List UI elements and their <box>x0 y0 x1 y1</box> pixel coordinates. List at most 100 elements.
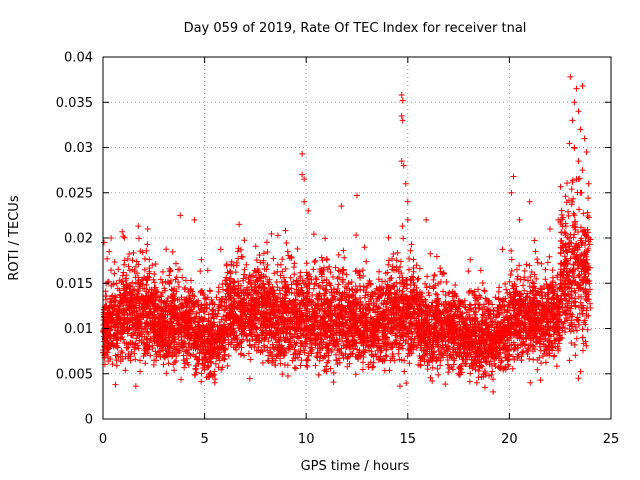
data-point <box>114 311 121 318</box>
data-point <box>171 303 178 310</box>
data-point <box>145 289 152 296</box>
data-point <box>137 368 144 375</box>
data-point <box>126 325 133 332</box>
data-point <box>159 289 166 296</box>
data-point <box>169 248 176 255</box>
data-point <box>124 330 131 337</box>
data-point <box>140 353 147 360</box>
data-point <box>122 291 129 298</box>
data-point <box>130 249 137 256</box>
data-point <box>175 331 182 338</box>
data-point <box>170 345 177 352</box>
data-point <box>151 327 158 334</box>
data-point <box>132 340 139 347</box>
data-point <box>119 278 126 285</box>
data-point <box>112 381 119 388</box>
data-point <box>139 313 146 320</box>
data-point <box>171 327 178 334</box>
data-point <box>179 300 186 307</box>
data-point <box>177 301 184 308</box>
data-point <box>105 305 112 312</box>
data-point <box>180 309 187 316</box>
data-point <box>142 360 149 367</box>
data-point <box>178 323 185 330</box>
data-point <box>134 297 141 304</box>
data-point <box>133 258 140 265</box>
data-point <box>151 270 158 277</box>
data-point <box>143 247 150 254</box>
data-point <box>131 329 138 336</box>
data-point <box>123 344 130 351</box>
data-point <box>172 260 179 267</box>
data-point <box>166 318 173 325</box>
data-point <box>159 335 166 342</box>
data-point <box>112 297 119 304</box>
data-point <box>163 246 170 253</box>
data-point <box>135 345 142 352</box>
data-point <box>129 322 136 329</box>
data-point <box>158 293 165 300</box>
data-point <box>132 274 139 281</box>
data-point <box>165 360 172 367</box>
data-point <box>155 304 162 311</box>
data-point <box>172 313 179 320</box>
data-point <box>167 341 174 348</box>
data-point <box>138 325 145 332</box>
data-point <box>107 335 114 342</box>
data-point <box>181 364 188 371</box>
data-point <box>146 256 153 263</box>
data-point <box>162 342 169 349</box>
data-point <box>168 286 175 293</box>
data-point <box>120 298 127 305</box>
data-point <box>178 376 185 383</box>
data-point <box>175 283 182 290</box>
data-point <box>129 257 136 264</box>
data-point <box>186 304 193 311</box>
data-point <box>131 308 138 315</box>
data-point <box>164 278 171 285</box>
data-point <box>151 279 158 286</box>
data-point <box>182 360 189 367</box>
data-point <box>140 339 147 346</box>
data-point <box>135 261 142 268</box>
data-point <box>151 308 158 315</box>
data-point <box>141 266 148 273</box>
data-point <box>135 223 142 230</box>
data-point <box>167 311 174 318</box>
data-point <box>146 343 153 350</box>
data-point <box>133 302 140 309</box>
data-point <box>104 255 111 262</box>
data-point <box>123 281 130 288</box>
data-point <box>189 292 196 299</box>
data-point <box>159 329 166 336</box>
data-point <box>144 336 151 343</box>
data-point <box>151 318 158 325</box>
data-point <box>113 357 120 364</box>
data-point <box>115 266 122 273</box>
data-point <box>159 268 166 275</box>
data-point <box>206 287 213 294</box>
data-point <box>153 351 160 358</box>
data-point <box>160 353 167 360</box>
data-point <box>166 265 173 272</box>
data-point <box>122 353 129 360</box>
data-point <box>149 262 156 269</box>
data-point <box>113 336 120 343</box>
data-point <box>178 343 185 350</box>
data-point <box>186 310 193 317</box>
data-point <box>100 329 107 336</box>
data-point <box>169 333 176 340</box>
data-point <box>109 310 116 317</box>
data-point <box>128 348 135 355</box>
data-point <box>120 269 127 276</box>
data-point <box>156 342 163 349</box>
data-point <box>145 330 152 337</box>
data-point <box>144 350 151 357</box>
data-point <box>108 340 115 347</box>
data-point <box>155 339 162 346</box>
data-point <box>111 259 118 266</box>
data-point <box>119 228 126 235</box>
data-point <box>187 285 194 292</box>
data-point <box>117 358 124 365</box>
